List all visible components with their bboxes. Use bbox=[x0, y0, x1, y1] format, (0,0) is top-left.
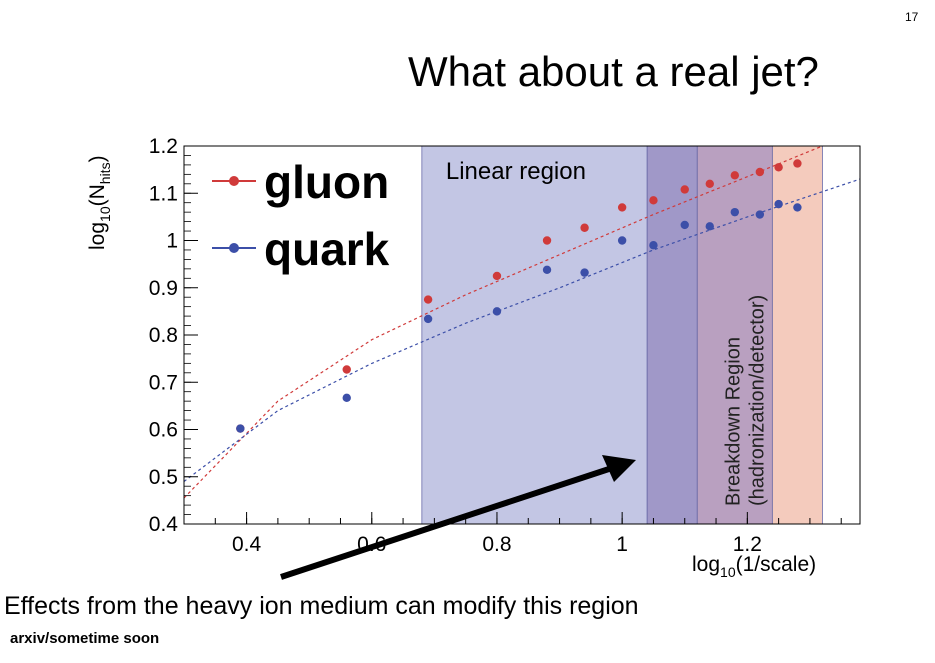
regions-layer bbox=[421, 145, 823, 525]
legend-gluon-label: gluon bbox=[264, 156, 389, 208]
slide-title: What about a real jet? bbox=[408, 48, 819, 95]
y-tick-label-8: 1.2 bbox=[149, 135, 178, 158]
y-tick-label-3: 0.7 bbox=[149, 371, 178, 394]
point-quark-13 bbox=[793, 203, 802, 212]
point-gluon-13 bbox=[793, 159, 802, 168]
y-tick-label-5: 0.9 bbox=[149, 277, 178, 300]
point-quark-4 bbox=[542, 265, 552, 274]
x-axis-title-sub: 10 bbox=[720, 564, 736, 580]
x-axis-title-rest: (1/scale) bbox=[736, 553, 817, 576]
point-quark-8 bbox=[680, 220, 689, 230]
point-gluon-7 bbox=[649, 196, 658, 205]
point-gluon-2 bbox=[423, 295, 433, 304]
x-axis-title: log10(1/scale) bbox=[692, 553, 816, 580]
x-tick-label-1: 0.6 bbox=[357, 533, 386, 556]
point-gluon-4 bbox=[542, 236, 552, 245]
point-quark-11 bbox=[755, 210, 765, 219]
point-gluon-12 bbox=[774, 163, 783, 172]
y-tick-label-2: 0.6 bbox=[149, 419, 178, 442]
legend-quark-marker bbox=[229, 243, 239, 253]
point-quark-6 bbox=[617, 236, 627, 245]
y-axis-title-end: ) bbox=[86, 155, 109, 162]
legend: gluon quark bbox=[212, 156, 390, 275]
fit-lines-layer bbox=[183, 145, 861, 499]
x-tick-label-2: 0.8 bbox=[482, 533, 511, 556]
y-tick-label-1: 0.5 bbox=[149, 466, 178, 489]
x-tick-label-0: 0.4 bbox=[232, 533, 262, 556]
point-quark-3 bbox=[492, 307, 502, 316]
breakdown-region-label: Breakdown Region bbox=[722, 337, 744, 506]
y-axis-title-base: log bbox=[86, 222, 109, 250]
point-gluon-8 bbox=[680, 185, 689, 194]
y-axis-title-sub2: hits bbox=[97, 162, 113, 184]
point-quark-1 bbox=[342, 393, 351, 403]
point-quark-7 bbox=[649, 241, 658, 250]
point-quark-12 bbox=[774, 199, 783, 209]
fit-line-gluon bbox=[183, 145, 823, 499]
legend-gluon-marker bbox=[229, 176, 239, 186]
point-gluon-5 bbox=[580, 223, 589, 232]
y-axis-title-sub: 10 bbox=[97, 206, 113, 222]
point-gluon-9 bbox=[705, 179, 714, 188]
point-gluon-1 bbox=[342, 365, 351, 374]
point-gluon-3 bbox=[492, 271, 502, 281]
point-gluon-6 bbox=[617, 203, 627, 212]
data-points-layer bbox=[236, 159, 802, 433]
breakdown-region-sublabel: (hadronization/detector) bbox=[746, 295, 768, 506]
x-tick-label-4: 1.2 bbox=[733, 533, 762, 556]
y-tick-label-6: 1 bbox=[166, 230, 178, 253]
chart: 0.4 0.6 0.8 1 1.2 0.4 0.5 0.6 0.7 0.8 0.9 1 1.1 1.2 L… bbox=[86, 135, 861, 580]
legend-quark-label: quark bbox=[264, 223, 390, 275]
y-tick-label-7: 1.1 bbox=[149, 182, 178, 205]
x-axis-title-base: log bbox=[692, 553, 720, 576]
slide-number: 17 bbox=[905, 10, 919, 24]
y-tick-label-0: 0.4 bbox=[149, 513, 179, 536]
point-gluon-10 bbox=[730, 171, 740, 180]
point-quark-0 bbox=[236, 424, 245, 433]
linear-region-label: Linear region bbox=[446, 158, 586, 185]
point-quark-5 bbox=[580, 268, 589, 277]
x-tick-label-3: 1 bbox=[616, 533, 628, 556]
y-axis-title-mid: (N bbox=[86, 184, 109, 206]
point-quark-2 bbox=[423, 314, 433, 324]
point-gluon-11 bbox=[755, 167, 765, 177]
slide-footnote: arxiv/sometime soon bbox=[10, 630, 160, 647]
slide-caption: Effects from the heavy ion medium can mo… bbox=[4, 592, 639, 620]
y-axis-title: log10(Nhits) bbox=[86, 155, 113, 250]
region-band-0 bbox=[421, 145, 648, 525]
point-quark-9 bbox=[705, 222, 714, 231]
point-quark-10 bbox=[730, 207, 740, 217]
y-tick-label-4: 0.8 bbox=[149, 324, 178, 347]
